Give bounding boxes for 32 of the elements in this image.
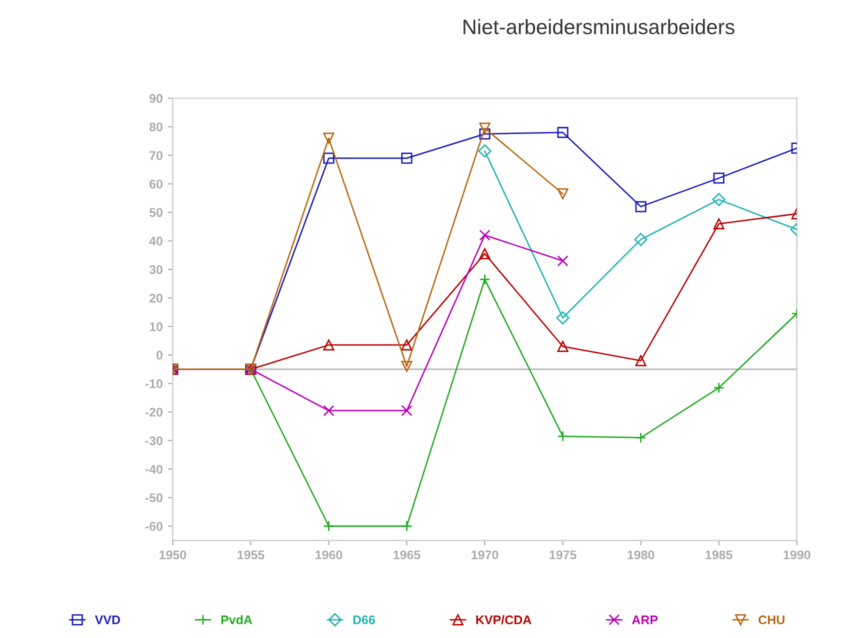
x-tick-label: 1985 xyxy=(706,550,732,560)
x-tick-label: 1955 xyxy=(238,550,264,560)
x-tick-label: 1975 xyxy=(550,550,576,560)
legend-label: D66 xyxy=(353,615,375,624)
y-tick-label: 50 xyxy=(149,208,162,218)
y-tick-label: 80 xyxy=(149,122,162,132)
legend-label: VVD xyxy=(94,616,120,624)
x-tick-label: 1980 xyxy=(628,550,654,560)
y-tick-label: -10 xyxy=(145,379,162,388)
y-tick-label: -50 xyxy=(145,493,162,502)
y-tick-label: -40 xyxy=(145,464,162,474)
y-tick-label: -20 xyxy=(145,408,162,417)
y-tick-label: 60 xyxy=(150,180,162,188)
legend-label: CHU xyxy=(758,615,784,624)
legend-label: ARP xyxy=(632,616,658,624)
y-tick-label: 0 xyxy=(156,350,162,360)
y-tick-label: -30 xyxy=(145,436,162,446)
x-tick-label: 1950 xyxy=(160,550,186,560)
x-tick-label: 1970 xyxy=(472,550,498,560)
x-tick-label: 1965 xyxy=(394,550,420,560)
y-tick-label: 40 xyxy=(149,236,162,246)
y-tick-label: -60 xyxy=(145,522,162,531)
legend-label: KVP/CDA xyxy=(476,615,532,624)
y-tick-label: 30 xyxy=(149,265,162,274)
chart-title: Niet-arbeidersminusarbeiders xyxy=(464,19,734,34)
x-tick-label: 1960 xyxy=(316,550,342,560)
y-tick-label: 90 xyxy=(150,94,162,103)
x-tick-label: 1990 xyxy=(784,550,810,560)
y-tick-label: 10 xyxy=(150,322,162,332)
legend-label: PvdA xyxy=(221,615,252,624)
y-tick-label: 20 xyxy=(150,294,162,303)
y-tick-label: 70 xyxy=(150,151,162,160)
